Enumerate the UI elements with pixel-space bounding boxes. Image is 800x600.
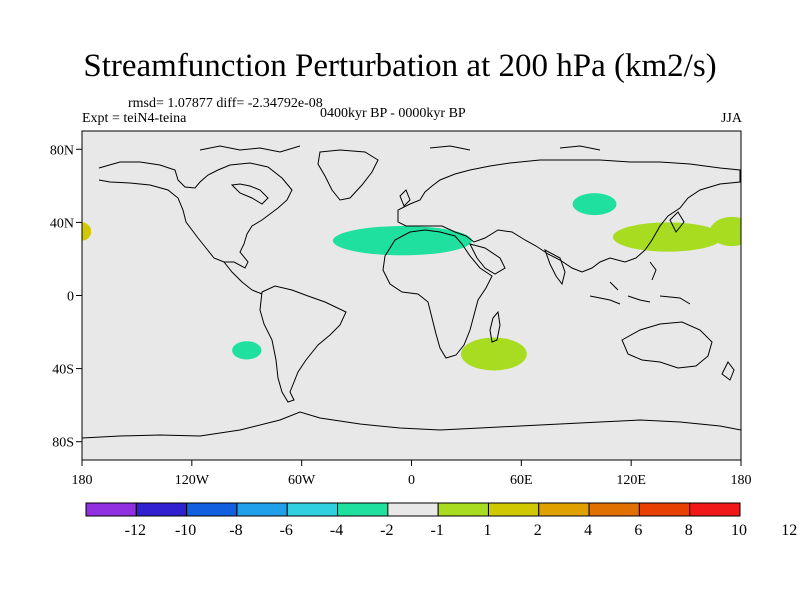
plot-title: Streamfunction Perturbation at 200 hPa (…: [83, 48, 717, 84]
lon-tick-label-5: 120E: [616, 473, 646, 488]
coastline-arabia: [469, 243, 506, 275]
coastline-hudson-bay: [230, 183, 269, 205]
experiment-label: Expt = teiN4-teina: [82, 111, 187, 126]
coastline-central-america: [223, 261, 263, 295]
colorbar-label-2: -8: [229, 522, 242, 539]
lat-tick-label-3: 40S: [52, 363, 74, 378]
colorbar-swatch-0: [85, 502, 137, 517]
colorbar-label-10: 6: [634, 522, 642, 539]
colorbar: -12 -10 -8 -6 -4 -2 -1 1 2 4 6 8 10 12: [85, 502, 797, 539]
lat-tick-label-4: 80S: [52, 436, 74, 451]
anomaly-region-11: [332, 226, 472, 256]
lon-tick-label-2: 60W: [288, 473, 316, 488]
coastline-indonesia: [589, 281, 691, 305]
colorbar-swatch-6: [387, 502, 439, 517]
anomaly-region-16: [572, 193, 617, 216]
colorbar-label-4: -4: [330, 522, 343, 539]
colorbar-swatch-4: [286, 502, 339, 517]
anomaly-region-4: [82, 353, 117, 413]
coastline-antarctica: [82, 411, 741, 439]
anomaly-region-17: [622, 359, 741, 397]
lon-tick-label-6: 180: [731, 473, 752, 488]
lon-tick-label-4: 60E: [510, 473, 533, 488]
coastline-south-america: [259, 285, 347, 403]
lon-tick-label-1: 120W: [175, 473, 210, 488]
season-label: JJA: [720, 111, 742, 126]
anomaly-region-5: [169, 247, 251, 270]
coastline-british-isles: [399, 189, 411, 207]
map-background: [82, 131, 741, 460]
colorbar-swatch-11: [638, 502, 691, 517]
coastline-eurasia: [397, 159, 741, 273]
lat-tick-label-1: 40N: [50, 216, 74, 231]
anomaly-region-8: [232, 341, 262, 360]
anomaly-region-9: [329, 185, 366, 208]
colorbar-swatch-12: [689, 502, 741, 517]
anomaly-region-3: [82, 222, 92, 241]
anomaly-region-19: [612, 222, 723, 252]
colorbar-label-0: -12: [125, 522, 146, 539]
period-label: 0400kyr BP - 0000kyr BP: [320, 106, 466, 121]
lon-tick-label-3: 0: [408, 473, 415, 488]
colorbar-swatch-7: [437, 502, 489, 517]
coastline-japan: [669, 211, 685, 233]
colorbar-label-3: -6: [280, 522, 293, 539]
colorbar-swatch-9: [538, 502, 590, 517]
anomaly-region-12: [514, 275, 529, 287]
coastline-madagascar: [489, 310, 501, 343]
colorbar-swatch-1: [135, 502, 188, 517]
coastline-india: [544, 248, 566, 286]
lat-tick-label-0: 80N: [50, 143, 74, 158]
coastline-africa: [382, 229, 493, 359]
colorbar-swatch-5: [337, 502, 389, 517]
coastline-arctic-islands: [199, 145, 601, 153]
colorbar-swatch-10: [588, 502, 640, 517]
colorbar-label-5: -2: [380, 522, 393, 539]
colorbar-label-8: 2: [534, 522, 542, 539]
colorbar-label-13: 12: [781, 522, 797, 539]
anomaly-region-14: [460, 337, 527, 371]
anomaly-region-6: [222, 184, 260, 217]
coastline-philippines: [649, 261, 657, 281]
axis-ticks: 80N 40N 0 40S 80S 180 120W 60W 0 60E 120E 180: [50, 143, 752, 488]
colorbar-label-6: -1: [430, 522, 443, 539]
coastline-new-zealand: [721, 361, 735, 381]
lat-tick-label-2: 0: [67, 290, 74, 305]
colorbar-swatch-3: [236, 502, 288, 517]
anomaly-region-2: [82, 213, 114, 250]
colorbar-label-7: 1: [483, 522, 491, 539]
stats-label: rmsd= 1.07877 diff= -2.34792e-08: [128, 96, 323, 111]
coastline-australia: [621, 321, 713, 369]
colorbar-label-11: 8: [685, 522, 693, 539]
lon-tick-label-0: 180: [72, 473, 93, 488]
colorbar-swatch-8: [487, 502, 540, 517]
coastline-north-america: [98, 161, 293, 269]
colorbar-label-1: -10: [175, 522, 196, 539]
coastline-greenland: [317, 149, 379, 201]
colorbar-label-9: 4: [584, 522, 592, 539]
anomaly-layer: [82, 184, 741, 413]
coastlines: [82, 145, 741, 439]
colorbar-swatch-2: [186, 502, 238, 517]
colorbar-label-12: 10: [731, 522, 747, 539]
